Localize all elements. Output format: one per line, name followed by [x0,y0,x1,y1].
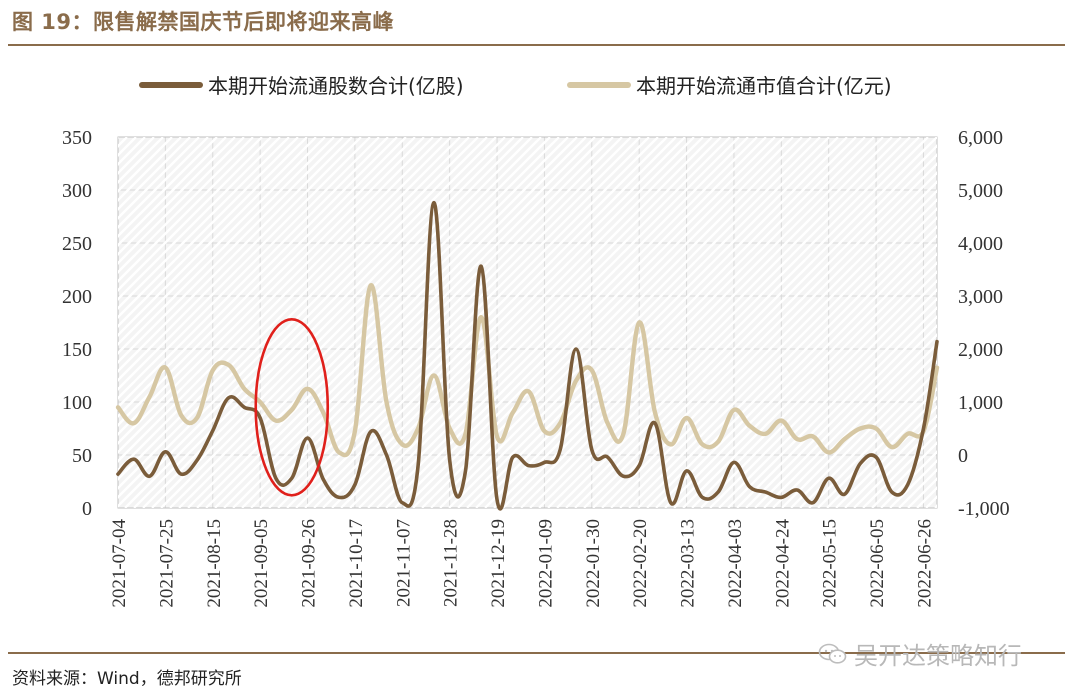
wechat-icon [818,643,847,664]
legend-label: 本期开始流通股数合计(亿股) [208,74,464,98]
right-tick-label: 2,000 [958,339,1003,361]
right-tick-label: 3,000 [958,286,1003,308]
left-tick-label: 0 [82,498,92,520]
x-tick-label: 2022-03-13 [678,519,699,608]
x-tick-label: 2021-08-15 [204,519,225,608]
x-tick-label: 2022-04-03 [725,519,746,608]
chart-series [115,200,940,511]
series-line-shares [116,200,939,511]
figure-title: 图 19：限售解禁国庆节后即将迎来高峰 [12,10,395,34]
left-tick-label: 150 [62,339,92,361]
left-tick-label: 350 [62,127,92,149]
x-tick-label: 2022-05-15 [820,519,841,608]
legend-label: 本期开始流通市值合计(亿元) [636,74,892,98]
left-tick-label: 100 [62,392,92,414]
left-tick-label: 250 [62,233,92,255]
x-tick-label: 2022-04-24 [772,519,793,608]
left-tick-label: 50 [72,445,92,467]
left-axis-ticks: 0 50 100 150 200 250 300 350 [62,127,92,520]
x-tick-label: 2022-01-09 [535,519,556,608]
plot-border [117,136,938,509]
x-tick-label: 2022-01-30 [583,519,604,608]
source-note: 资料来源：Wind，德邦研究所 [12,669,242,689]
watermark: 吴开达策略知行 [818,636,1022,671]
x-tick-label: 2022-06-26 [914,519,935,608]
series-line-market-value [115,283,940,458]
highlight-ellipse [254,317,330,497]
x-tick-label: 2021-12-19 [488,519,509,608]
right-tick-label: -1,000 [958,498,1010,520]
x-tick-label: 2021-07-25 [156,519,177,608]
x-tick-label: 2021-11-07 [393,519,414,607]
x-tick-label: 2021-09-26 [299,519,320,608]
title-divider [8,44,1065,46]
x-axis-ticks: 2021-07-04 2021-07-25 2021-08-15 2021-09-05… [109,519,935,608]
right-axis-ticks: -1,000 0 1,000 2,000 3,000 4,000 5,000 6,000 [958,127,1010,520]
left-tick-label: 200 [62,286,92,308]
right-tick-label: 6,000 [958,127,1003,149]
dual-axis-line-chart: 本期开始流通股数合计(亿股) 本期开始流通市值合计(亿元) 0 50 100 150 20… [62,74,1010,608]
right-tick-label: 0 [958,445,968,467]
chart-legend: 本期开始流通股数合计(亿股) 本期开始流通市值合计(亿元) [139,74,892,98]
right-tick-label: 1,000 [958,392,1003,414]
x-tick-label: 2021-10-17 [346,519,367,608]
footer-divider [8,652,1065,654]
right-tick-label: 5,000 [958,180,1003,202]
x-tick-label: 2021-07-04 [109,519,130,608]
x-tick-label: 2021-09-05 [251,519,272,608]
watermark-text: 吴开达策略知行 [854,642,1022,670]
x-tick-label: 2021-11-28 [441,519,462,607]
x-tick-label: 2022-02-20 [630,519,651,608]
left-tick-label: 300 [62,180,92,202]
x-tick-label: 2022-06-05 [867,519,888,608]
chart-annotations [254,317,330,497]
right-tick-label: 4,000 [958,233,1003,255]
